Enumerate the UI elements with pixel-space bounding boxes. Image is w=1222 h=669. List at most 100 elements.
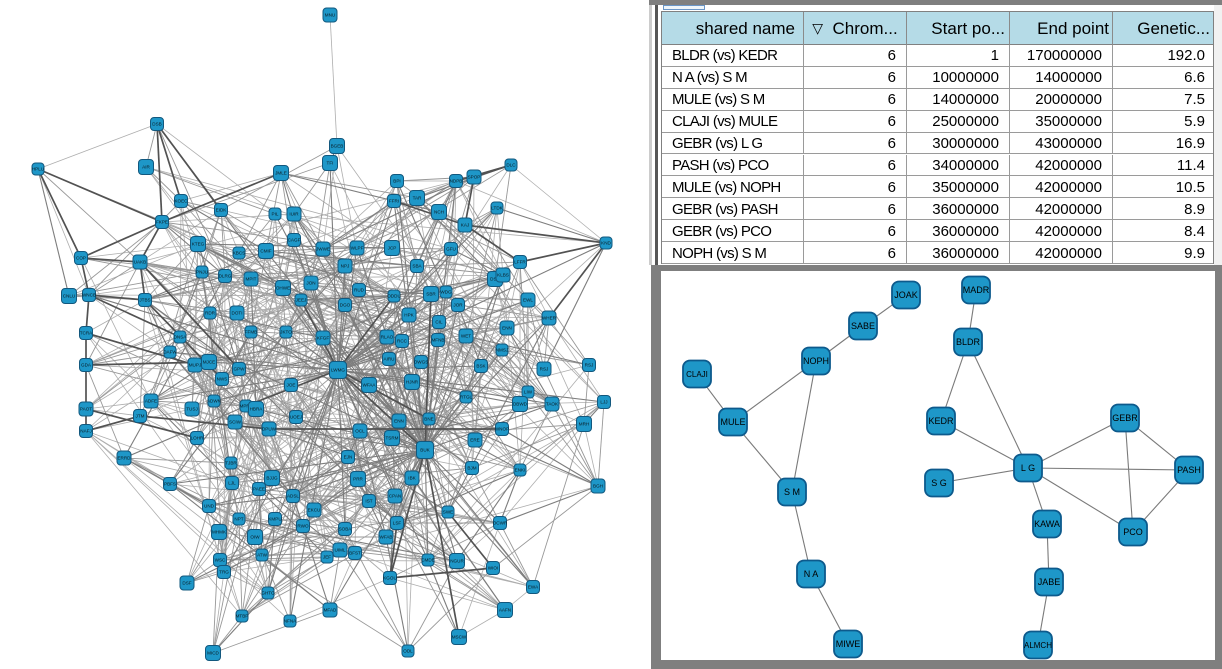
svg-text:MUPJ: MUPJ bbox=[189, 363, 202, 368]
svg-text:NWS: NWS bbox=[217, 377, 228, 382]
svg-text:BNE: BNE bbox=[424, 417, 433, 422]
svg-text:BSK: BSK bbox=[476, 364, 486, 369]
svg-text:JOR: JOR bbox=[453, 303, 463, 308]
svg-text:BLDR: BLDR bbox=[956, 337, 981, 347]
svg-text:JCP: JCP bbox=[388, 246, 397, 251]
svg-text:ERE: ERE bbox=[470, 438, 479, 443]
svg-text:KFGF: KFGF bbox=[317, 336, 329, 341]
svg-text:KGOU: KGOU bbox=[383, 576, 397, 581]
svg-text:PBFS: PBFS bbox=[164, 482, 176, 487]
svg-text:S G: S G bbox=[931, 478, 947, 488]
svg-text:NDPB: NDPB bbox=[450, 179, 463, 184]
svg-text:JTBS: JTBS bbox=[139, 298, 150, 303]
svg-text:IBK: IBK bbox=[408, 476, 416, 481]
svg-text:DAFW: DAFW bbox=[163, 350, 177, 355]
svg-text:KMPU: KMPU bbox=[268, 517, 281, 522]
svg-text:OWGS: OWGS bbox=[414, 360, 429, 365]
svg-text:OHWE: OHWE bbox=[276, 286, 290, 291]
svg-text:DNSA: DNSA bbox=[174, 335, 188, 340]
svg-text:KTEG: KTEG bbox=[192, 242, 205, 247]
svg-text:NPJ: NPJ bbox=[341, 264, 350, 269]
svg-text:CAGF: CAGF bbox=[288, 238, 301, 243]
svg-text:FKPE: FKPE bbox=[156, 220, 168, 225]
svg-text:WNCB: WNCB bbox=[82, 293, 96, 298]
svg-text:BJM: BJM bbox=[467, 466, 476, 471]
svg-text:RDR: RDR bbox=[205, 311, 216, 316]
svg-text:COP: COP bbox=[76, 256, 86, 261]
svg-text:TRG: TRG bbox=[219, 570, 229, 575]
svg-text:ADWN: ADWN bbox=[207, 399, 221, 404]
svg-text:MJCE: MJCE bbox=[203, 360, 216, 365]
svg-text:PNJU: PNJU bbox=[196, 270, 208, 275]
svg-text:CNLU: CNLU bbox=[63, 294, 76, 299]
svg-text:FFMB: FFMB bbox=[245, 330, 258, 335]
svg-text:TFI: TFI bbox=[327, 161, 334, 166]
svg-text:KBCS: KBCS bbox=[233, 251, 246, 256]
svg-text:JABE: JABE bbox=[1038, 577, 1061, 587]
svg-text:MFNB: MFNB bbox=[431, 338, 444, 343]
svg-text:DLRG: DLRG bbox=[219, 274, 232, 279]
svg-text:MTBP: MTBP bbox=[236, 614, 249, 619]
svg-text:RCC: RCC bbox=[397, 339, 408, 344]
svg-text:SBA: SBA bbox=[412, 264, 422, 269]
svg-text:LJL: LJL bbox=[228, 481, 236, 486]
svg-text:GEBR: GEBR bbox=[1112, 413, 1138, 423]
svg-text:BJJG: BJJG bbox=[266, 476, 278, 481]
svg-text:MPRT: MPRT bbox=[240, 404, 253, 409]
svg-text:SPOP: SPOP bbox=[468, 175, 481, 180]
svg-text:PCO: PCO bbox=[1123, 527, 1143, 537]
svg-text:UAKB: UAKB bbox=[134, 260, 147, 265]
svg-text:MULE: MULE bbox=[720, 417, 745, 427]
svg-text:RSJ: RSJ bbox=[585, 363, 594, 368]
svg-text:KLBS: KLBS bbox=[497, 273, 509, 278]
svg-text:JON: JON bbox=[306, 281, 315, 286]
svg-text:HBRA: HBRA bbox=[250, 407, 264, 412]
svg-text:ENKI: ENKI bbox=[515, 468, 526, 473]
svg-text:LIW: LIW bbox=[524, 390, 533, 395]
svg-text:JOAK: JOAK bbox=[894, 290, 918, 300]
svg-text:JKTO: JKTO bbox=[280, 330, 292, 335]
svg-text:MPIT: MPIT bbox=[246, 277, 257, 282]
svg-text:JWWE: JWWE bbox=[316, 247, 330, 252]
svg-text:TCRA: TCRA bbox=[80, 331, 93, 336]
svg-text:MFAD: MFAD bbox=[324, 608, 337, 613]
svg-text:GFU: GFU bbox=[446, 247, 456, 252]
svg-text:NFNA: NFNA bbox=[284, 619, 297, 624]
svg-text:GPW: GPW bbox=[234, 367, 246, 372]
svg-text:TSRM: TSRM bbox=[385, 436, 398, 441]
svg-text:TJBR: TJBR bbox=[225, 461, 237, 466]
svg-text:ENN: ENN bbox=[502, 326, 512, 331]
svg-text:CMDE: CMDE bbox=[421, 558, 435, 563]
svg-text:LJJ: LJJ bbox=[600, 400, 607, 405]
svg-text:WET: WET bbox=[461, 334, 471, 339]
svg-text:MRH: MRH bbox=[579, 422, 589, 427]
svg-text:TUSJ: TUSJ bbox=[186, 407, 197, 412]
svg-text:WIOI: WIOI bbox=[488, 566, 498, 571]
svg-text:ERRD: ERRD bbox=[117, 456, 131, 461]
svg-text:WSC: WSC bbox=[215, 558, 226, 563]
svg-text:L G: L G bbox=[1021, 463, 1035, 473]
svg-text:PRR: PRR bbox=[353, 477, 363, 482]
svg-text:N A: N A bbox=[804, 569, 819, 579]
svg-text:NCH: NCH bbox=[434, 210, 444, 215]
svg-text:ADSL: ADSL bbox=[287, 494, 299, 499]
svg-text:OIW: OIW bbox=[250, 535, 260, 540]
svg-text:MADR: MADR bbox=[963, 285, 990, 295]
svg-text:EIDK: EIDK bbox=[216, 208, 228, 213]
svg-text:EWL: EWL bbox=[523, 298, 533, 303]
svg-text:DGO: DGO bbox=[340, 303, 351, 308]
svg-text:AIRU: AIRU bbox=[384, 357, 395, 362]
svg-text:KAJ: KAJ bbox=[461, 223, 469, 228]
svg-text:KAWA: KAWA bbox=[1034, 519, 1060, 529]
svg-text:EKCU: EKCU bbox=[308, 508, 321, 513]
svg-text:CMIF: CMIF bbox=[260, 249, 271, 254]
svg-text:LSF: LSF bbox=[393, 521, 402, 526]
svg-text:JTM: JTM bbox=[136, 414, 145, 419]
svg-text:NAFJ: NAFJ bbox=[80, 429, 91, 434]
svg-text:JEF: JEF bbox=[323, 555, 331, 560]
svg-text:RUD: RUD bbox=[354, 288, 365, 293]
svg-text:BFST: BFST bbox=[349, 551, 361, 556]
svg-text:LTDK: LTDK bbox=[491, 206, 503, 211]
svg-text:NGUR: NGUR bbox=[450, 559, 464, 564]
svg-text:ODL: ODL bbox=[403, 649, 413, 654]
